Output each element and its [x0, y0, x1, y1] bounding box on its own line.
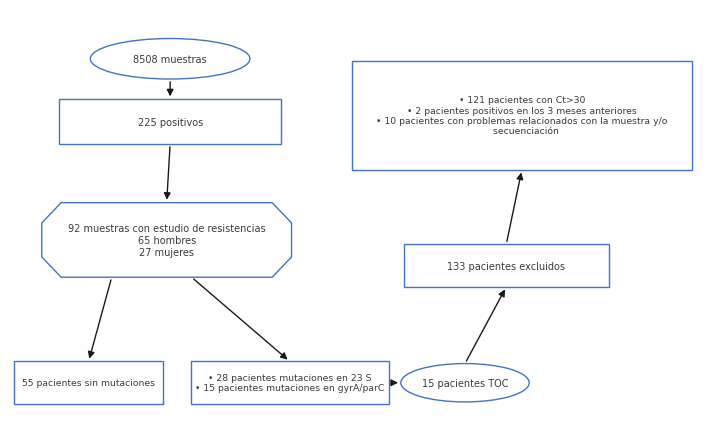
Text: 8508 muestras: 8508 muestras [133, 55, 207, 65]
FancyBboxPatch shape [191, 362, 389, 404]
Text: 133 pacientes excluidos: 133 pacientes excluidos [447, 261, 565, 271]
FancyBboxPatch shape [59, 100, 281, 145]
Text: 92 muestras con estudio de resistencias
65 hombres
27 mujeres: 92 muestras con estudio de resistencias … [68, 224, 266, 257]
Text: 15 pacientes TOC: 15 pacientes TOC [422, 378, 508, 388]
Text: • 28 pacientes mutaciones en 23 S
• 15 pacientes mutaciones en gyrA/parC: • 28 pacientes mutaciones en 23 S • 15 p… [195, 373, 384, 392]
Polygon shape [42, 203, 292, 278]
Ellipse shape [91, 39, 250, 80]
FancyBboxPatch shape [14, 362, 163, 404]
Ellipse shape [401, 364, 529, 402]
Text: 55 pacientes sin mutaciones: 55 pacientes sin mutaciones [22, 378, 155, 388]
Text: 225 positivos: 225 positivos [137, 117, 202, 127]
FancyBboxPatch shape [352, 62, 692, 170]
Text: • 121 pacientes con Ct>30
• 2 pacientes positivos en los 3 meses anteriores
• 10: • 121 pacientes con Ct>30 • 2 pacientes … [376, 96, 668, 136]
FancyBboxPatch shape [404, 245, 609, 287]
